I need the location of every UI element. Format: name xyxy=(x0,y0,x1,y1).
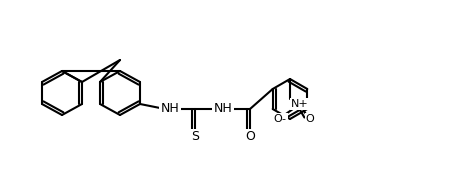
Text: NH: NH xyxy=(161,102,179,116)
Text: NH: NH xyxy=(214,102,232,116)
Text: O: O xyxy=(306,114,314,124)
Text: O-: O- xyxy=(273,114,286,124)
Text: O: O xyxy=(245,131,255,143)
Text: S: S xyxy=(191,131,199,143)
Text: N+: N+ xyxy=(291,99,309,109)
